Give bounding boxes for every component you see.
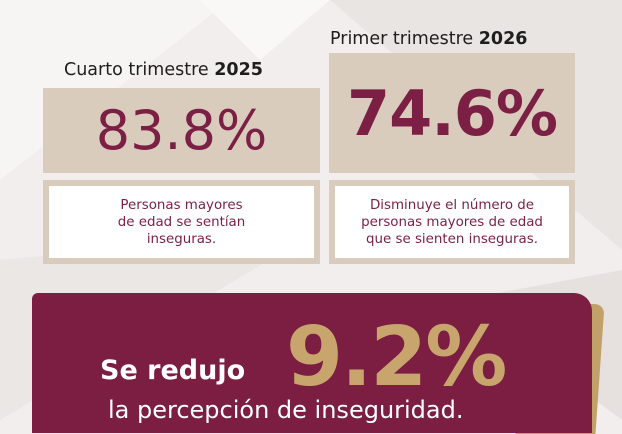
period-year: 2025 <box>214 60 263 80</box>
period-label-q4-2025: Cuarto trimestre 2025 <box>64 60 263 80</box>
description-box-q4-2025: Personas mayores de edad se sentían inse… <box>43 180 320 264</box>
description-box-q1-2026: Disminuye el número de personas mayores … <box>329 180 575 264</box>
description-line: que se sienten inseguras. <box>366 231 538 247</box>
description-text: Disminuye el número de personas mayores … <box>335 186 569 258</box>
period-label-q1-2026: Primer trimestre 2026 <box>330 29 527 49</box>
reduction-banner <box>32 293 592 433</box>
banner-reduction-value: 9.2% <box>286 310 507 405</box>
description-line: Personas mayores <box>120 197 243 213</box>
description-text: Personas mayores de edad se sentían inse… <box>49 186 314 258</box>
banner-caption: la percepción de inseguridad. <box>108 396 464 424</box>
stat-value-q4-2025: 83.8% <box>43 88 320 173</box>
description-line: Disminuye el número de <box>369 197 535 213</box>
period-label-text: Primer trimestre <box>330 29 474 49</box>
period-label-text: Cuarto trimestre <box>64 60 209 80</box>
period-year: 2026 <box>478 29 528 49</box>
banner-lead-text: Se redujo <box>100 355 246 386</box>
stat-value-q1-2026: 74.6% <box>329 53 575 173</box>
description-line: inseguras. <box>146 231 217 247</box>
description-line: personas mayores de edad <box>361 214 543 230</box>
description-line: de edad se sentían <box>117 214 246 230</box>
